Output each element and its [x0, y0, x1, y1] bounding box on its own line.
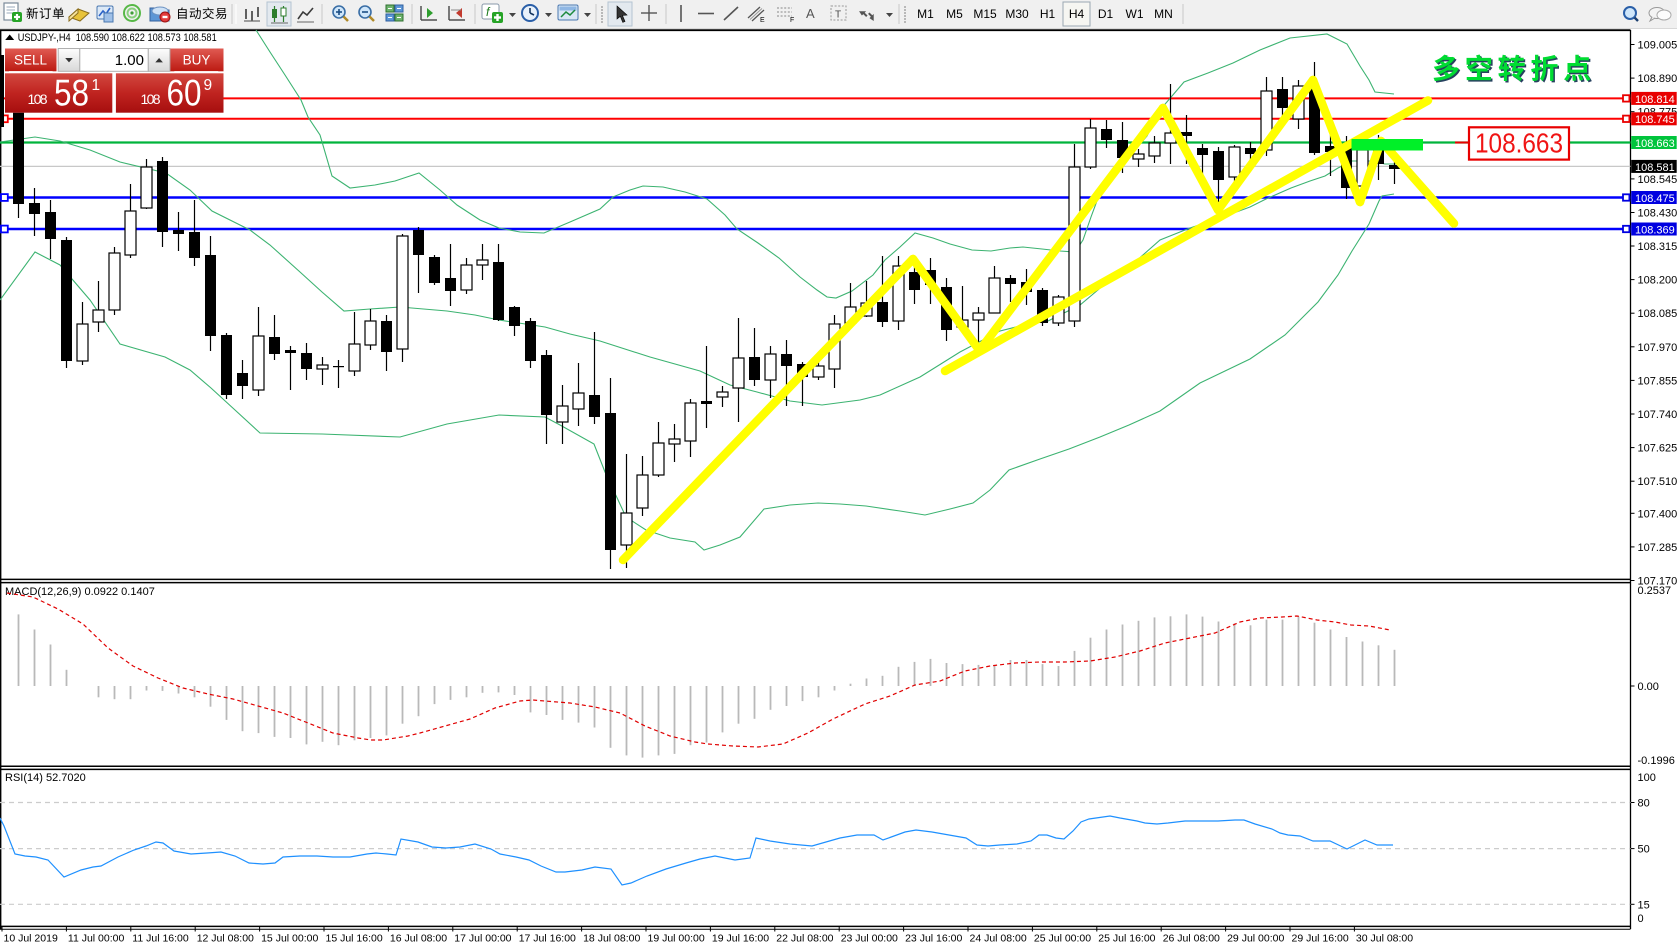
svg-text:23 Jul 16:00: 23 Jul 16:00 — [905, 933, 962, 945]
svg-text:SELL: SELL — [14, 53, 48, 68]
svg-text:108: 108 — [141, 91, 161, 107]
svg-text:109.005: 109.005 — [1638, 40, 1677, 52]
svg-text:0.2537: 0.2537 — [1638, 585, 1672, 597]
svg-text:100: 100 — [1638, 772, 1656, 784]
svg-text:18 Jul 08:00: 18 Jul 08:00 — [583, 933, 640, 945]
svg-text:107.285: 107.285 — [1638, 542, 1677, 554]
svg-text:24 Jul 08:00: 24 Jul 08:00 — [970, 933, 1027, 945]
svg-text:108.315: 108.315 — [1638, 241, 1677, 253]
svg-text:107.400: 107.400 — [1638, 508, 1677, 520]
svg-text:107.970: 107.970 — [1638, 342, 1677, 354]
svg-text:25 Jul 16:00: 25 Jul 16:00 — [1098, 933, 1155, 945]
svg-text:RSI(14) 52.7020: RSI(14) 52.7020 — [5, 772, 86, 784]
svg-text:80: 80 — [1638, 798, 1650, 810]
svg-text:108.545: 108.545 — [1638, 174, 1677, 186]
svg-text:17 Jul 00:00: 17 Jul 00:00 — [454, 933, 511, 945]
svg-text:60: 60 — [167, 73, 202, 114]
svg-text:19 Jul 00:00: 19 Jul 00:00 — [648, 933, 705, 945]
svg-text:108.475: 108.475 — [1635, 193, 1675, 205]
svg-text:MN: MN — [1154, 7, 1173, 21]
svg-text:0.00: 0.00 — [1638, 681, 1659, 693]
svg-text:1.00: 1.00 — [115, 52, 144, 69]
svg-text:107.625: 107.625 — [1638, 443, 1677, 455]
svg-text:108.890: 108.890 — [1638, 73, 1677, 85]
svg-text:58: 58 — [54, 73, 89, 114]
svg-text:22 Jul 08:00: 22 Jul 08:00 — [776, 933, 833, 945]
svg-text:15 Jul 00:00: 15 Jul 00:00 — [261, 933, 318, 945]
svg-text:108.430: 108.430 — [1638, 208, 1677, 220]
svg-text:15: 15 — [1638, 899, 1650, 911]
svg-text:0: 0 — [1638, 913, 1644, 925]
svg-text:9: 9 — [204, 77, 213, 94]
svg-text:M15: M15 — [973, 7, 997, 21]
svg-text:D1: D1 — [1098, 7, 1114, 21]
svg-text:BUY: BUY — [183, 53, 211, 68]
svg-text:USDJPY-,H4 108.590 108.622 10: USDJPY-,H4 108.590 108.622 108.573 108.5… — [18, 32, 217, 44]
svg-text:108.369: 108.369 — [1635, 224, 1675, 236]
svg-text:F: F — [790, 17, 794, 24]
svg-text:f: f — [486, 5, 491, 19]
svg-text:E: E — [760, 17, 765, 24]
svg-text:10 Jul 2019: 10 Jul 2019 — [4, 933, 58, 945]
svg-text:M30: M30 — [1005, 7, 1029, 21]
svg-text:29 Jul 00:00: 29 Jul 00:00 — [1227, 933, 1284, 945]
svg-text:23 Jul 00:00: 23 Jul 00:00 — [841, 933, 898, 945]
svg-text:108.663: 108.663 — [1475, 128, 1563, 159]
svg-text:30 Jul 08:00: 30 Jul 08:00 — [1356, 933, 1413, 945]
svg-text:1: 1 — [92, 77, 101, 94]
svg-text:108.745: 108.745 — [1635, 114, 1675, 126]
svg-text:26 Jul 08:00: 26 Jul 08:00 — [1163, 933, 1220, 945]
svg-text:50: 50 — [1638, 844, 1650, 856]
svg-text:108.200: 108.200 — [1638, 275, 1677, 287]
svg-text:107.510: 107.510 — [1638, 476, 1677, 488]
svg-text:107.170: 107.170 — [1638, 576, 1677, 588]
svg-text:108.581: 108.581 — [1635, 162, 1675, 174]
svg-text:25 Jul 00:00: 25 Jul 00:00 — [1034, 933, 1091, 945]
svg-text:11 Jul 00:00: 11 Jul 00:00 — [68, 933, 125, 945]
svg-text:M5: M5 — [946, 7, 963, 21]
svg-text:29 Jul 16:00: 29 Jul 16:00 — [1292, 933, 1349, 945]
svg-text:12 Jul 08:00: 12 Jul 08:00 — [197, 933, 254, 945]
svg-text:A: A — [806, 6, 815, 21]
svg-text:16 Jul 08:00: 16 Jul 08:00 — [390, 933, 447, 945]
svg-text:W1: W1 — [1126, 7, 1144, 21]
svg-text:11 Jul 16:00: 11 Jul 16:00 — [132, 933, 189, 945]
svg-text:108: 108 — [28, 91, 48, 107]
svg-text:T: T — [835, 10, 841, 21]
svg-text:108.085: 108.085 — [1638, 308, 1677, 320]
svg-text:M1: M1 — [917, 7, 934, 21]
svg-text:H1: H1 — [1040, 7, 1056, 21]
svg-text:107.740: 107.740 — [1638, 409, 1677, 421]
svg-text:15 Jul 16:00: 15 Jul 16:00 — [326, 933, 383, 945]
svg-text:H4: H4 — [1069, 7, 1085, 21]
svg-text:107.855: 107.855 — [1638, 375, 1677, 387]
svg-text:108.663: 108.663 — [1635, 138, 1675, 150]
svg-text:-0.1996: -0.1996 — [1638, 755, 1675, 767]
svg-text:108.814: 108.814 — [1635, 94, 1675, 106]
svg-text:19 Jul 16:00: 19 Jul 16:00 — [712, 933, 769, 945]
svg-text:MACD(12,26,9) 0.0922 0.1407: MACD(12,26,9) 0.0922 0.1407 — [5, 586, 155, 598]
svg-text:17 Jul 16:00: 17 Jul 16:00 — [519, 933, 576, 945]
